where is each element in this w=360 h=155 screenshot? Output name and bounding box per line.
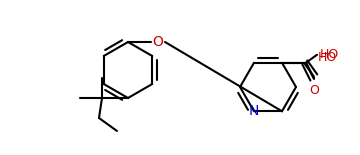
- Text: HO: HO: [320, 48, 339, 61]
- Text: N: N: [249, 104, 259, 118]
- Text: O: O: [309, 84, 319, 97]
- Text: HO: HO: [318, 51, 337, 64]
- Text: O: O: [153, 35, 163, 49]
